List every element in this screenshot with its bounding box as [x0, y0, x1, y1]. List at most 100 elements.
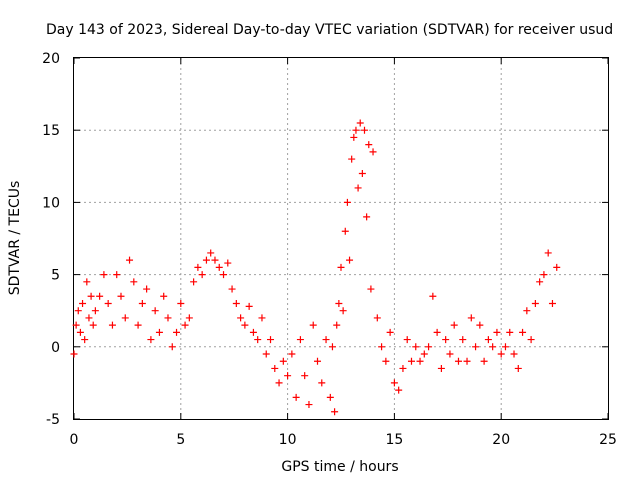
data-point [420, 350, 428, 358]
data-point [228, 285, 236, 293]
data-point [514, 364, 522, 372]
data-point [113, 271, 121, 279]
data-point [399, 364, 407, 372]
data-point [258, 314, 266, 322]
data-point [168, 343, 176, 351]
y-tick-label: 5 [51, 268, 60, 284]
data-point [442, 336, 450, 344]
data-point [493, 328, 501, 336]
data-point [363, 213, 371, 221]
data-point [450, 321, 458, 329]
data-point [318, 379, 326, 387]
data-point [173, 328, 181, 336]
data-point [224, 259, 232, 267]
data-point [348, 155, 356, 163]
data-point [121, 314, 129, 322]
data-point [314, 357, 322, 365]
y-tick-label: 15 [42, 123, 60, 139]
data-point [360, 126, 368, 134]
data-point [198, 271, 206, 279]
x-tick-label: 15 [385, 432, 403, 448]
data-point [548, 299, 556, 307]
y-tick-label: 0 [51, 340, 60, 356]
data-point [386, 328, 394, 336]
data-point [373, 314, 381, 322]
data-point [288, 350, 296, 358]
x-tick-label: 0 [70, 432, 79, 448]
data-point [326, 393, 334, 401]
data-point [433, 328, 441, 336]
data-point [484, 336, 492, 344]
data-point [245, 302, 253, 310]
y-tick-label: 10 [42, 195, 60, 211]
x-tick-label: 5 [176, 432, 185, 448]
y-tick-labels: -5 0 5 10 15 20 [42, 51, 60, 428]
y-tick-label: 20 [42, 51, 60, 67]
data-point [207, 249, 215, 257]
data-point [76, 328, 84, 336]
data-series [70, 119, 561, 416]
data-point [506, 328, 514, 336]
data-point [185, 314, 193, 322]
data-point [220, 271, 228, 279]
data-point [412, 343, 420, 351]
data-point [126, 256, 134, 264]
data-point [489, 343, 497, 351]
data-point [130, 278, 138, 286]
data-point [237, 314, 245, 322]
data-point [254, 336, 262, 344]
data-point [367, 285, 375, 293]
data-point [117, 292, 125, 300]
data-point [429, 292, 437, 300]
x-tick-label: 25 [599, 432, 617, 448]
data-point [279, 357, 287, 365]
data-point [292, 393, 300, 401]
data-point [382, 357, 390, 365]
data-point [108, 321, 116, 329]
data-point [463, 357, 471, 365]
data-point [85, 314, 93, 322]
data-point [331, 408, 339, 416]
data-point [446, 350, 454, 358]
data-point [519, 328, 527, 336]
data-point [480, 357, 488, 365]
data-point [96, 292, 104, 300]
data-point [403, 336, 411, 344]
data-point [104, 299, 112, 307]
y-axis-label: SDTVAR / TECUs [7, 181, 23, 296]
data-point [87, 292, 95, 300]
data-point [181, 321, 189, 329]
data-point [262, 350, 270, 358]
y-tick-label: -5 [46, 412, 60, 428]
data-point [354, 184, 362, 192]
data-point [497, 350, 505, 358]
data-point [249, 328, 257, 336]
data-point [164, 314, 172, 322]
data-point [100, 271, 108, 279]
data-point [339, 307, 347, 315]
data-point [333, 321, 341, 329]
plot-frame [73, 57, 609, 420]
data-point [155, 328, 163, 336]
data-point [356, 119, 364, 127]
data-point [467, 314, 475, 322]
data-point [501, 343, 509, 351]
x-tick-labels: 0 5 10 15 20 25 [70, 432, 617, 448]
data-point [365, 141, 373, 149]
data-point [346, 256, 354, 264]
data-point [194, 263, 202, 271]
data-point [337, 263, 345, 271]
data-point [390, 379, 398, 387]
chart-title: Day 143 of 2023, Sidereal Day-to-day VTE… [46, 22, 613, 38]
data-point [378, 343, 386, 351]
data-point [350, 133, 358, 141]
data-point [267, 336, 275, 344]
data-point [407, 357, 415, 365]
data-point [527, 336, 535, 344]
data-point [476, 321, 484, 329]
data-point [459, 336, 467, 344]
data-point [70, 350, 78, 358]
data-point [147, 336, 155, 344]
data-point [177, 299, 185, 307]
